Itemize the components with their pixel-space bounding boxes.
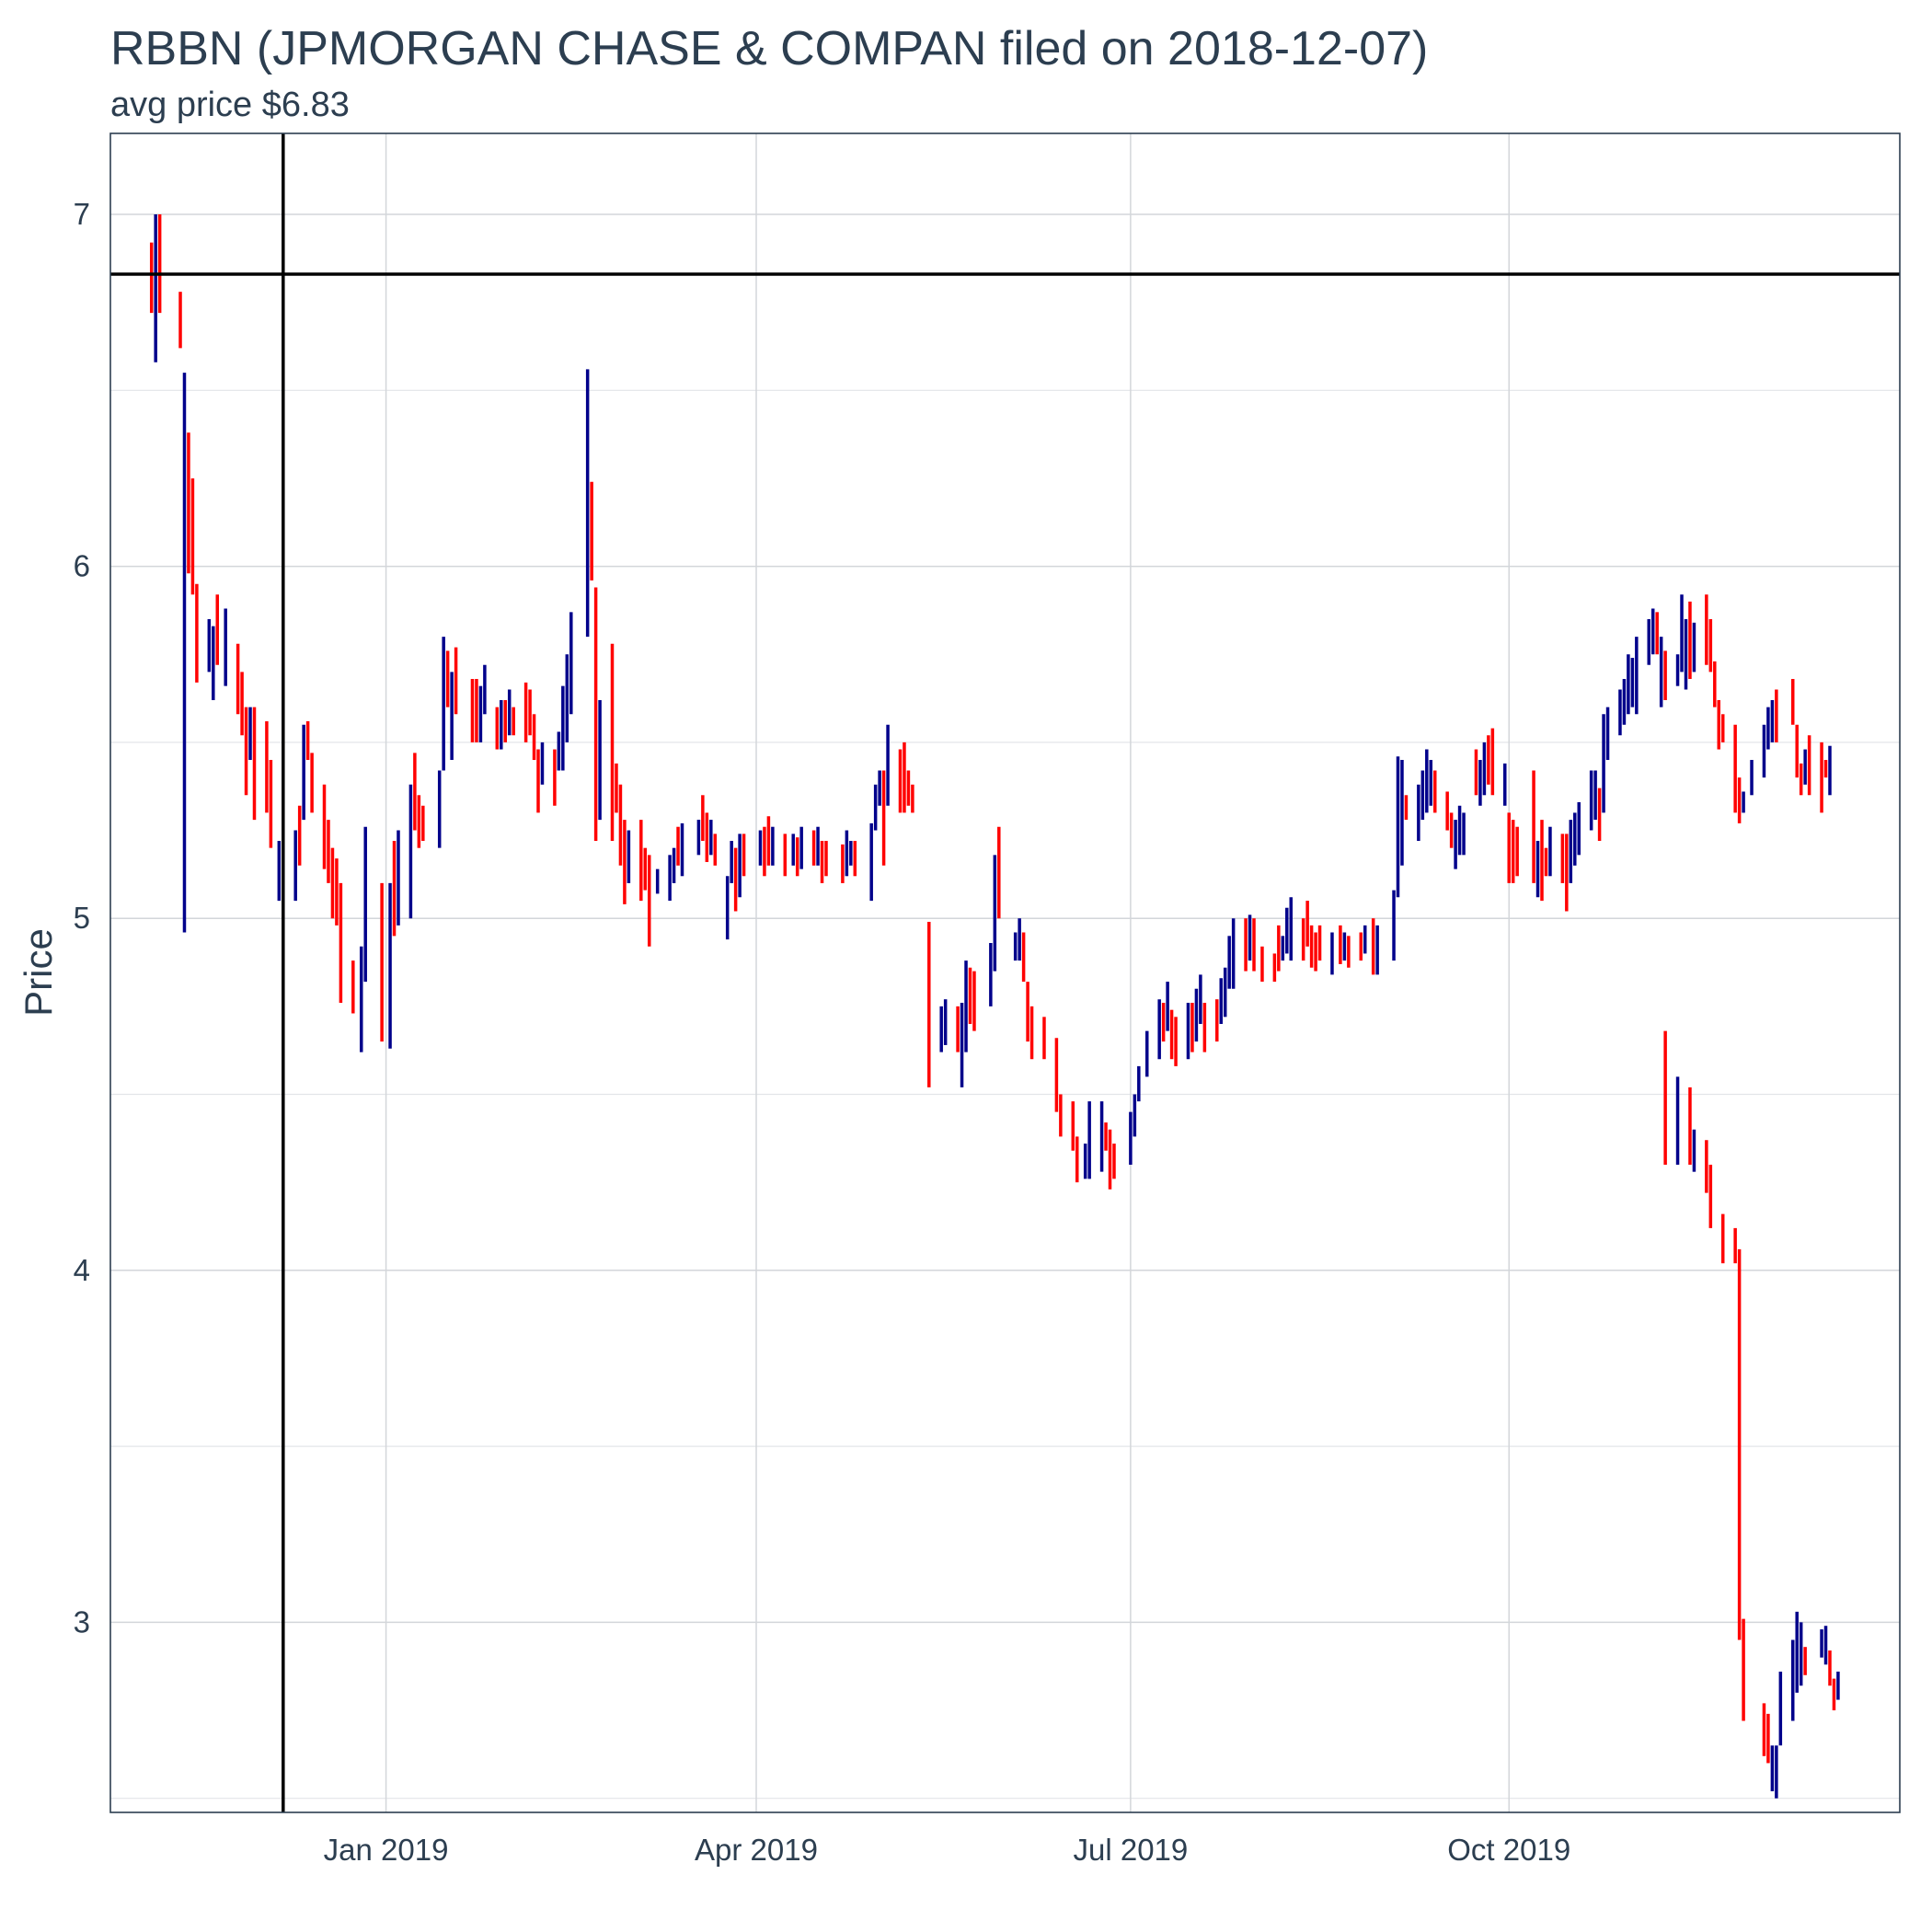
y-tick-label: 4 — [74, 1253, 90, 1287]
x-tick-label: Oct 2019 — [1447, 1833, 1570, 1867]
y-axis-ticks: 3 4 5 6 7 — [74, 197, 90, 1639]
plot-frame — [109, 132, 1901, 1813]
reference-lines — [110, 133, 1900, 1812]
grid-lines — [110, 133, 1900, 1812]
y-tick-label: 3 — [74, 1604, 90, 1639]
chart-title: RBBN (JPMORGAN CHASE & COMPAN filed on 2… — [110, 22, 1428, 75]
x-tick-label: Jan 2019 — [324, 1833, 449, 1867]
y-axis-label: Price — [17, 928, 60, 1017]
y-tick-label: 6 — [74, 549, 90, 583]
chart-subtitle: avg price $6.83 — [110, 86, 350, 124]
x-tick-label: Apr 2019 — [695, 1833, 818, 1867]
price-bars — [149, 213, 1840, 1799]
x-axis-ticks: Jan 2019 Apr 2019 Jul 2019 Oct 2019 — [324, 1833, 1571, 1867]
y-tick-label: 5 — [74, 901, 90, 935]
y-tick-label: 7 — [74, 197, 90, 231]
x-tick-label: Jul 2019 — [1073, 1833, 1188, 1867]
